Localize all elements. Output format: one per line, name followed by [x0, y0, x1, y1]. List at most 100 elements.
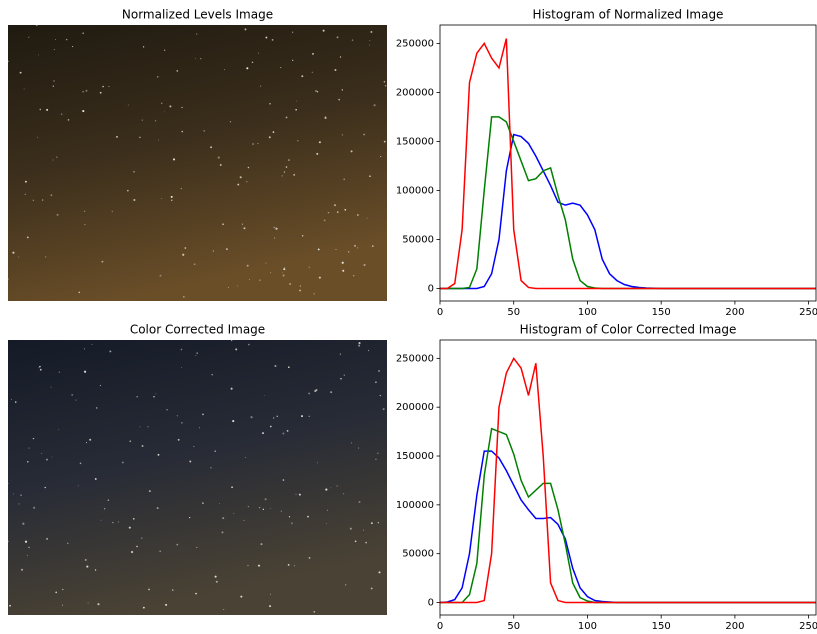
star: [156, 75, 159, 78]
star: [222, 223, 224, 226]
star: [313, 293, 315, 295]
star: [261, 432, 265, 435]
star: [262, 508, 265, 511]
star: [202, 502, 204, 504]
star: [379, 395, 381, 397]
star: [39, 108, 42, 111]
star: [193, 263, 196, 266]
axes-frame: [439, 24, 817, 302]
star: [75, 399, 77, 401]
star: [269, 425, 272, 428]
star: [160, 197, 162, 199]
star: [50, 194, 53, 197]
star: [140, 537, 143, 539]
x-tick-label: 50: [507, 307, 520, 318]
panel-title: Normalized Levels Image: [122, 8, 273, 22]
star: [298, 493, 301, 496]
x-tick-label: 200: [725, 307, 744, 318]
star: [230, 387, 233, 390]
star: [67, 119, 70, 121]
x-tick-label: 250: [799, 307, 817, 318]
star: [214, 575, 217, 578]
star: [58, 371, 61, 373]
star: [28, 546, 30, 549]
star: [286, 430, 289, 432]
star: [72, 45, 74, 48]
x-tick-label: 0: [437, 307, 443, 318]
star: [177, 438, 180, 441]
star: [378, 370, 380, 372]
star: [354, 540, 357, 543]
star: [330, 487, 332, 489]
star: [53, 80, 55, 82]
star: [316, 91, 319, 93]
y-tick-label: 200000: [396, 87, 434, 98]
star: [363, 263, 366, 267]
star: [281, 175, 283, 177]
star: [223, 608, 225, 610]
panel-title: Histogram of Normalized Image: [533, 8, 724, 22]
star: [259, 85, 262, 87]
star: [46, 537, 49, 540]
star: [285, 116, 288, 119]
star: [257, 142, 259, 144]
star: [55, 39, 56, 40]
star: [148, 490, 151, 493]
star: [370, 522, 373, 525]
star: [296, 100, 297, 102]
x-tick-label: 150: [652, 307, 671, 318]
star: [165, 603, 168, 606]
star: [58, 428, 60, 430]
star: [318, 141, 321, 144]
star: [36, 136, 38, 138]
star: [335, 248, 337, 251]
star: [383, 80, 386, 83]
star: [97, 603, 100, 606]
star: [299, 285, 302, 287]
star: [248, 279, 250, 280]
star: [112, 522, 114, 524]
star: [52, 85, 54, 87]
star: [311, 52, 315, 55]
star: [334, 68, 337, 71]
star: [176, 415, 178, 417]
star: [108, 85, 110, 88]
star: [196, 546, 198, 548]
star: [263, 394, 265, 396]
star: [171, 199, 173, 202]
star: [326, 509, 328, 511]
star: [293, 173, 296, 176]
star: [142, 606, 145, 609]
star: [84, 348, 86, 350]
star: [295, 108, 297, 111]
star: [139, 426, 141, 428]
star: [82, 109, 85, 113]
star: [283, 266, 285, 268]
star: [94, 478, 97, 480]
star: [269, 593, 271, 595]
star: [351, 39, 354, 41]
star: [45, 256, 47, 258]
star: [195, 354, 197, 356]
star: [273, 237, 276, 239]
star: [301, 75, 304, 78]
star: [269, 102, 271, 105]
star: [265, 36, 268, 39]
star: [181, 130, 184, 133]
star: [333, 204, 337, 207]
star: [231, 486, 233, 489]
star: [377, 452, 379, 455]
star: [280, 510, 282, 512]
star: [18, 503, 20, 505]
star: [358, 500, 361, 504]
star: [195, 592, 197, 595]
star: [251, 61, 254, 64]
star: [285, 166, 288, 168]
star: [308, 392, 310, 395]
star: [24, 193, 26, 195]
star: [221, 531, 224, 534]
star: [358, 342, 361, 345]
star: [28, 36, 30, 38]
star: [308, 556, 311, 559]
star: [117, 521, 119, 523]
